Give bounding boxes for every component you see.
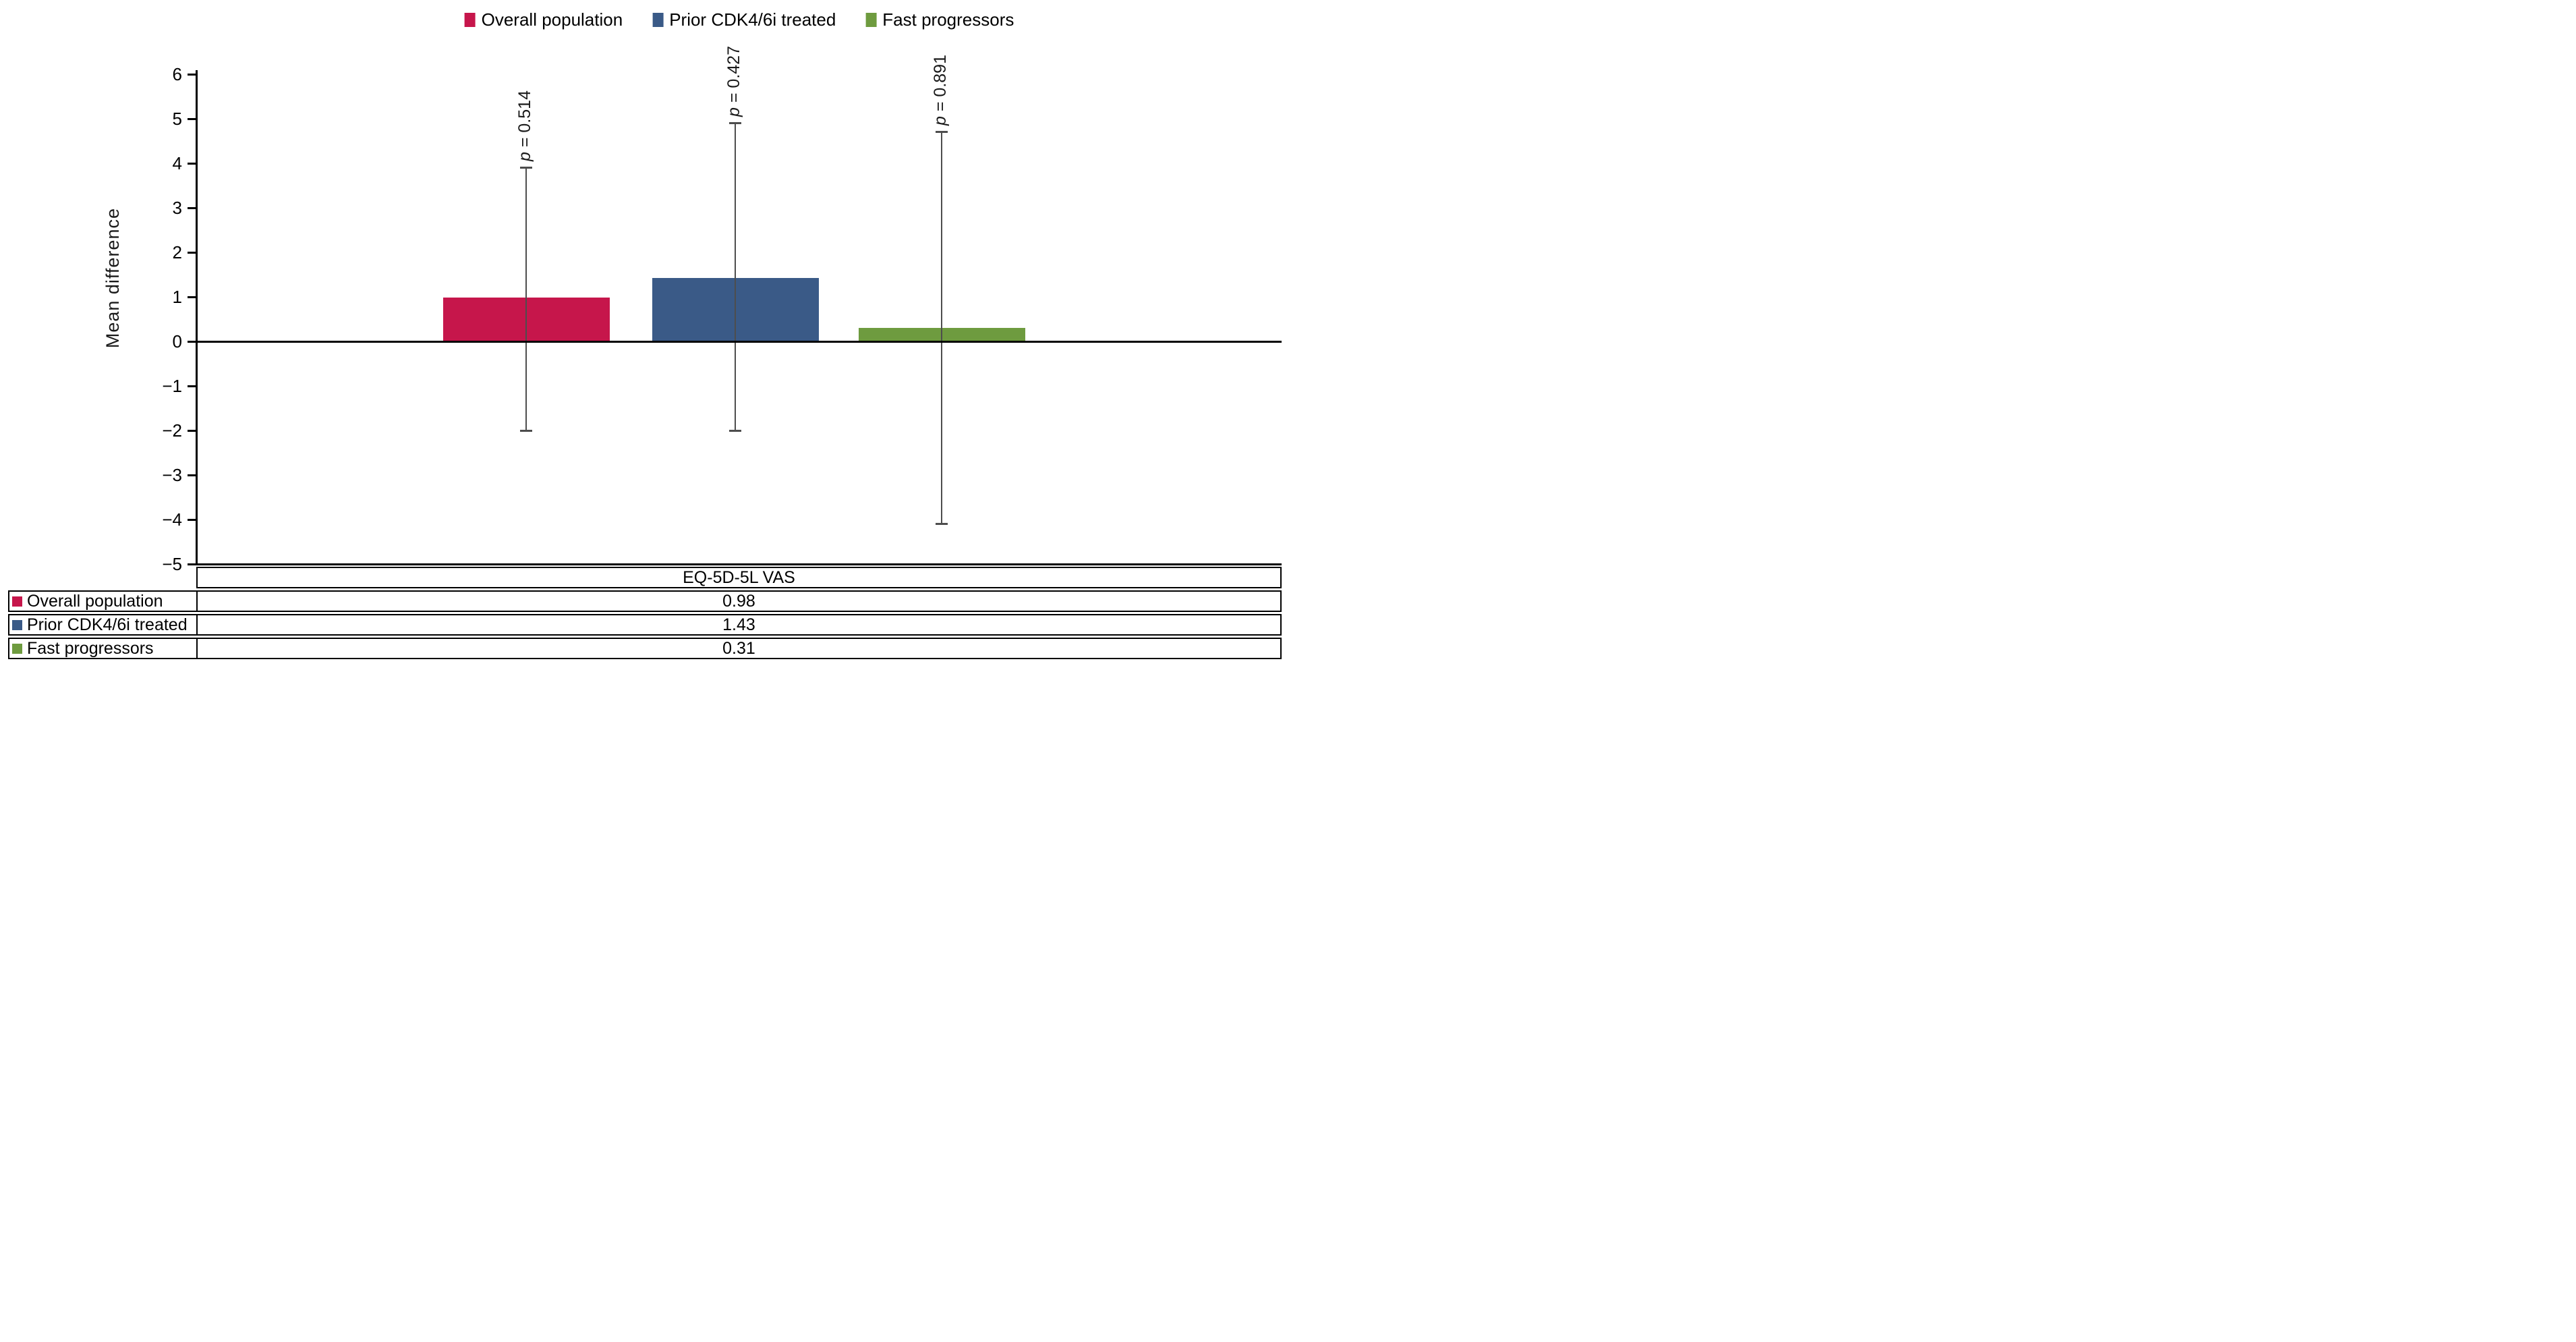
y-axis-tick <box>188 296 196 298</box>
y-axis-tick-label: −5 <box>162 554 182 574</box>
plot-area: 6 5 4 3 2 1 0 −1 −2 −3 −4 −5 p = 0.514 p = 0.427 p = 0… <box>0 0 1288 671</box>
table-row-swatch <box>12 643 22 654</box>
legend-label: Prior CDK4/6i treated <box>669 9 836 30</box>
plot-bottom-line <box>196 563 1282 565</box>
y-axis-tick <box>188 474 196 476</box>
y-axis-tick-label: −3 <box>162 465 182 485</box>
y-axis-tick <box>188 117 196 120</box>
y-axis-tick <box>188 206 196 209</box>
y-axis-tick-label: 3 <box>172 198 182 218</box>
error-bar-cap-top <box>936 131 948 134</box>
error-bar-cap-top <box>729 122 741 125</box>
y-axis-tick-label: 2 <box>172 242 182 262</box>
y-axis-tick-label: 5 <box>172 109 182 129</box>
legend: Overall population Prior CDK4/6i treated F… <box>464 9 1014 30</box>
p-value-label-prior-cdk4-6i-treated: p = 0.427 <box>724 45 743 117</box>
y-axis-tick <box>188 385 196 387</box>
table-row-label-cell: Fast progressors <box>8 638 198 659</box>
table-row-label: Prior CDK4/6i treated <box>27 615 188 634</box>
legend-label: Overall population <box>481 9 623 30</box>
y-axis-tick <box>188 429 196 432</box>
y-axis-tick-label: 6 <box>172 64 182 84</box>
error-bar-cap-top <box>520 167 532 169</box>
error-bar-overall-population <box>525 167 527 430</box>
error-bar-fast-progressors <box>941 132 942 524</box>
legend-label: Fast progressors <box>882 9 1014 30</box>
error-bar-prior-cdk4-6i-treated <box>735 123 736 430</box>
table-header-cell: EQ-5D-5L VAS <box>196 567 1282 588</box>
error-bar-cap-bottom <box>936 523 948 526</box>
y-axis-tick <box>188 162 196 165</box>
legend-swatch <box>865 13 877 27</box>
y-axis-line <box>196 70 198 565</box>
table-row-swatch <box>12 619 22 630</box>
table-row-label: Fast progressors <box>27 638 154 658</box>
y-axis-tick <box>188 563 196 565</box>
table-row-label-cell: Overall population <box>8 590 198 612</box>
y-axis-tick-label: −4 <box>162 509 182 530</box>
y-axis-tick-label: 4 <box>172 153 182 173</box>
table-row-label: Overall population <box>27 591 163 611</box>
p-value-label-overall-population: p = 0.514 <box>515 90 534 161</box>
error-bar-cap-bottom <box>520 429 532 432</box>
y-axis-tick-label: 1 <box>172 287 182 307</box>
legend-item: Prior CDK4/6i treated <box>652 9 836 30</box>
summary-table: EQ-5D-5L VAS Overall population 0.98 Prior … <box>0 0 1288 671</box>
legend-item: Overall population <box>464 9 623 30</box>
p-value-label-fast-progressors: p = 0.891 <box>931 54 950 125</box>
y-axis-tick <box>188 518 196 521</box>
legend-item: Fast progressors <box>865 9 1014 30</box>
table-row-label-cell: Prior CDK4/6i treated <box>8 614 198 636</box>
legend-swatch <box>464 13 476 27</box>
legend-swatch <box>652 13 664 27</box>
y-axis-tick-label: −1 <box>162 376 182 396</box>
table-value-cell: 1.43 <box>196 614 1282 636</box>
y-axis-tick <box>188 73 196 76</box>
y-axis-tick <box>188 251 196 254</box>
table-value-cell: 0.98 <box>196 590 1282 612</box>
y-axis-tick-label: 0 <box>172 331 182 352</box>
zero-line <box>196 340 1282 343</box>
error-bar-cap-bottom <box>729 429 741 432</box>
table-value-cell: 0.31 <box>196 638 1282 659</box>
table-row-swatch <box>12 596 22 607</box>
y-axis-tick-label: −2 <box>162 420 182 441</box>
y-axis-tick <box>188 340 196 343</box>
figure-root: Overall population Prior CDK4/6i treated F… <box>0 0 1288 671</box>
